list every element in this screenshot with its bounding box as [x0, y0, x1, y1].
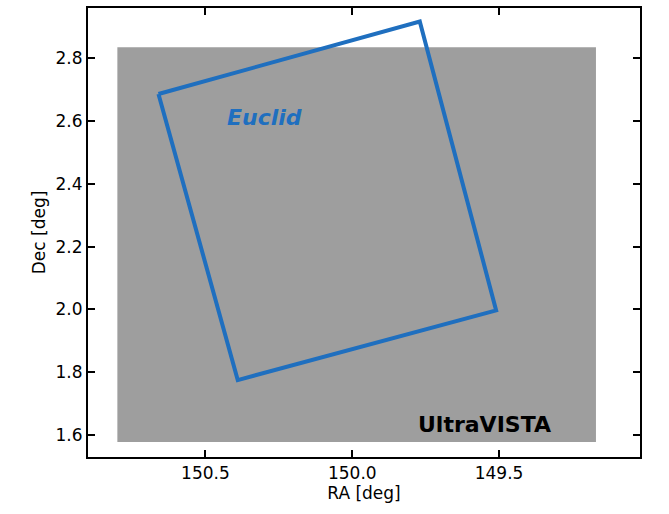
svg-text:149.5: 149.5: [475, 463, 524, 483]
svg-text:UltraVISTA: UltraVISTA: [418, 412, 551, 437]
svg-text:RA [deg]: RA [deg]: [327, 483, 400, 503]
svg-text:2.0: 2.0: [56, 299, 83, 319]
svg-text:150.0: 150.0: [328, 463, 377, 483]
svg-text:Dec [deg]: Dec [deg]: [29, 191, 49, 275]
svg-text:150.5: 150.5: [181, 463, 230, 483]
svg-text:Euclid: Euclid: [227, 105, 302, 130]
svg-text:1.6: 1.6: [56, 425, 83, 445]
svg-text:2.8: 2.8: [56, 48, 83, 68]
svg-text:2.2: 2.2: [56, 237, 83, 257]
svg-text:2.4: 2.4: [56, 174, 83, 194]
svg-text:1.8: 1.8: [56, 362, 83, 382]
svg-text:2.6: 2.6: [56, 111, 83, 131]
